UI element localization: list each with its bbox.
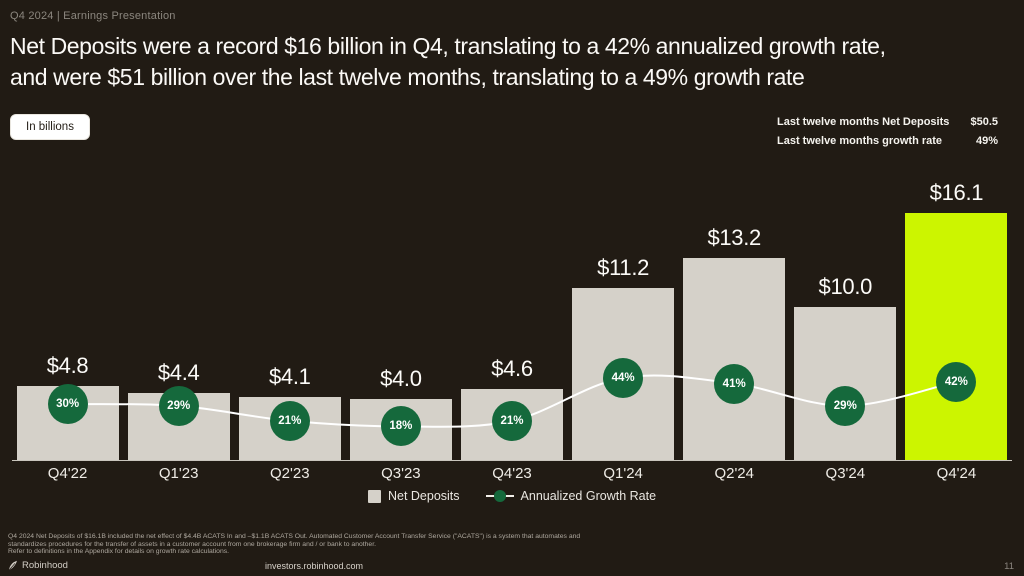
bar-value-label: $4.0: [380, 365, 422, 391]
footer: Robinhood investors.robinhood.com 11: [0, 555, 1024, 576]
footer-url: investors.robinhood.com: [265, 561, 364, 571]
x-tick-label: Q2'24: [714, 465, 754, 482]
bar-value-label: $4.1: [268, 364, 311, 390]
bar-value-label: $4.8: [46, 353, 89, 379]
stat-label: Last twelve months Net Deposits: [777, 116, 950, 128]
x-tick-label: Q3'24: [825, 465, 866, 482]
x-tick-label: Q1'23: [158, 465, 199, 482]
bar-value-label: $4.6: [491, 356, 533, 382]
bar-value-label: $4.4: [157, 359, 200, 385]
legend-item-growth-rate: Annualized Growth Rate: [485, 489, 657, 503]
stat-value: 49%: [975, 135, 998, 147]
page-number: 11: [1004, 561, 1014, 572]
growth-dot-Q1'24: 44%: [603, 357, 644, 398]
growth-dot-Q3'24: 29%: [825, 385, 866, 426]
brand-logo: Robinhood: [8, 560, 68, 571]
x-tick-label: Q4'22: [47, 465, 88, 482]
page-title-line-2: and were $51 billion over the last twelv…: [10, 64, 805, 90]
legend-item-net-deposits: Net Deposits: [367, 489, 460, 503]
chart: $4.8 Q4'22 $4.4 Q1'23 $4.1 Q2'23 $4.0 Q3'23 $4.6…: [12, 180, 1012, 482]
bar-value-label: $10.0: [818, 273, 873, 299]
bar-value-label: $11.2: [597, 255, 650, 281]
eyebrow: Q4 2024 | Earnings Presentation: [10, 10, 176, 22]
growth-dot-Q3'23: 18%: [380, 406, 421, 447]
stat-value: $50.5: [970, 116, 998, 128]
brand-name: Robinhood: [22, 560, 68, 571]
bar-swatch-icon: [367, 489, 381, 503]
footnote-line-3: Refer to definitions in the Appendix for…: [8, 548, 230, 556]
growth-dot-Q2'23: 21%: [269, 400, 310, 441]
growth-dot-Q4'23: 21%: [492, 400, 532, 441]
feather-icon: [8, 560, 17, 571]
footnote-line-1: Q4 2024 Net Deposits of $16.1B included …: [8, 533, 581, 540]
growth-dot-Q4'24: 42%: [936, 361, 977, 402]
bar-value-label: $16.1: [929, 180, 984, 205]
legend: Net Deposits Annualized Growth Rate: [0, 489, 1024, 503]
line-dot-swatch-icon: [485, 490, 514, 502]
bar-Q3'24: [794, 306, 897, 460]
x-tick-label: Q1'24: [603, 465, 643, 482]
footnote: Q4 2024 Net Deposits of $16.1B included …: [8, 533, 648, 556]
legend-label: Net Deposits: [387, 489, 460, 503]
x-axis-line: [12, 460, 1012, 461]
stat-row-growth-rate: Last twelve months growth rate 49%: [777, 135, 998, 154]
x-tick-label: Q3'23: [381, 465, 421, 482]
growth-dot-Q1'23: 29%: [158, 385, 199, 426]
legend-label: Annualized Growth Rate: [520, 489, 657, 503]
page-title-line-1: Net Deposits were a record $16 billion i…: [10, 33, 886, 59]
growth-dot-Q4'22: 30%: [47, 384, 88, 425]
x-tick-label: Q4'24: [936, 465, 977, 482]
stat-row-net-deposits: Last twelve months Net Deposits $50.5: [777, 116, 998, 135]
summary-stats: Last twelve months Net Deposits $50.5 La…: [777, 116, 998, 154]
page-title: Net Deposits were a record $16 billion i…: [10, 31, 1022, 93]
growth-dot-Q2'24: 41%: [714, 363, 755, 404]
footnote-line-2: standardizes procedures for the transfer…: [8, 540, 376, 548]
bar-Q2'24: [683, 257, 786, 460]
bar-value-label: $13.2: [707, 224, 761, 250]
units-badge: In billions: [10, 114, 90, 140]
x-tick-label: Q4'23: [492, 465, 532, 482]
x-tick-label: Q2'23: [269, 465, 310, 482]
stat-label: Last twelve months growth rate: [777, 135, 943, 147]
bar-Q4'24: [905, 213, 1008, 460]
